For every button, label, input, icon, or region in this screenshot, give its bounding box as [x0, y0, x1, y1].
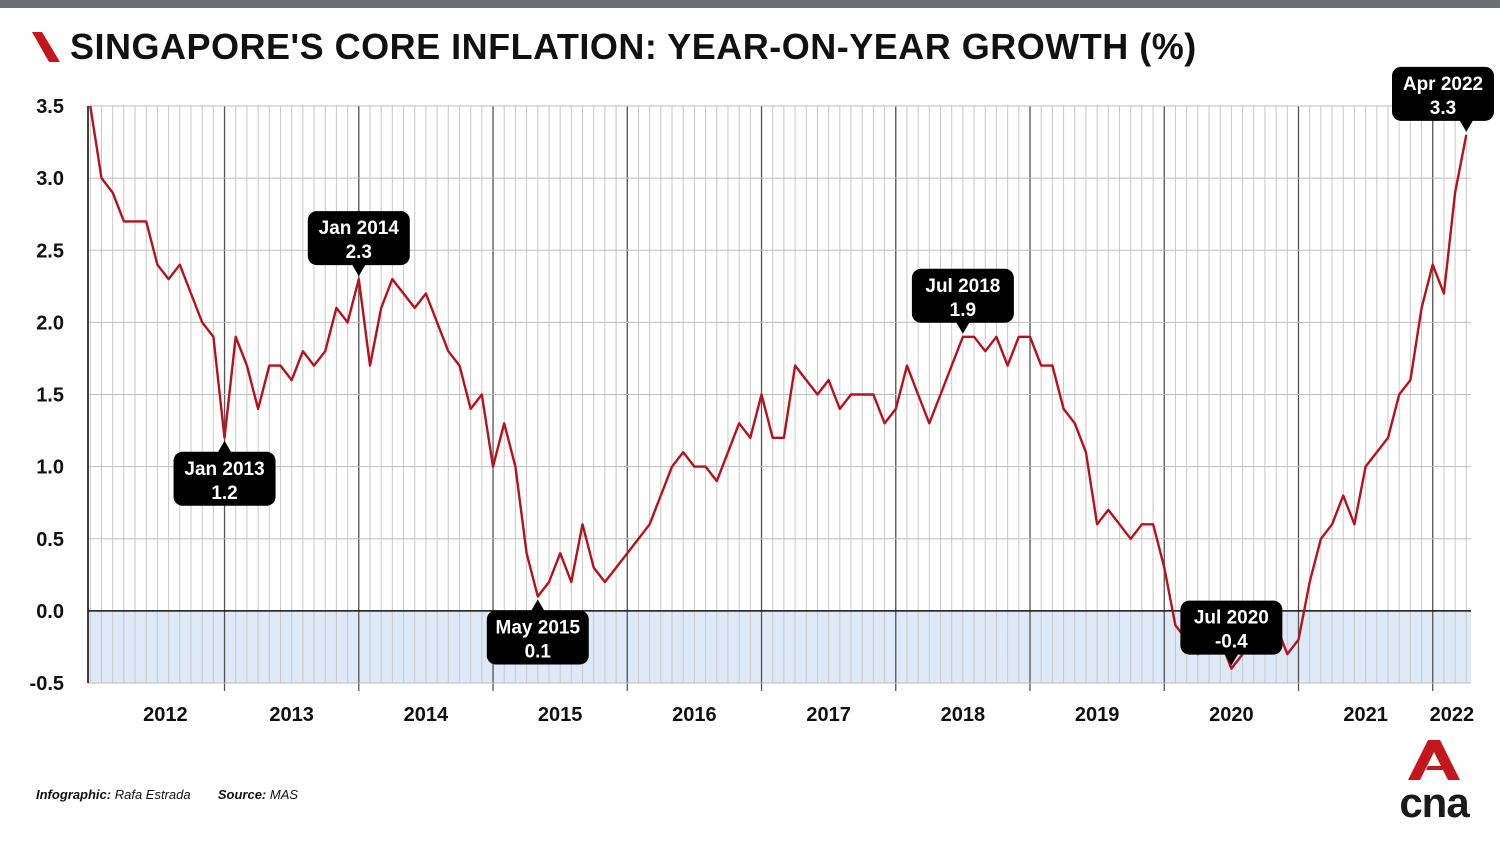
top-bar — [0, 0, 1500, 8]
annotation-callout: Jul 2018 1.9 — [911, 268, 1014, 334]
callout-box — [486, 610, 589, 665]
y-tick-label: 1.0 — [36, 457, 64, 479]
callout-value: 3.3 — [1430, 98, 1456, 119]
cna-logo: cna — [1398, 740, 1470, 830]
annotation-callout: Jul 2020 -0.4 — [1180, 600, 1283, 666]
y-tick-label: 2.0 — [36, 312, 64, 334]
cna-logo-mark-icon — [1408, 740, 1460, 780]
x-tick-label: 2022 — [1430, 704, 1475, 726]
source-label: Source: — [217, 787, 267, 802]
x-tick-label: 2013 — [269, 704, 314, 726]
callout-pointer — [1459, 119, 1474, 132]
credits: Infographic: Rafa Estrada Source: MAS — [36, 787, 298, 802]
x-tick-label: 2016 — [672, 704, 717, 726]
callout-date: Jul 2018 — [925, 276, 1000, 297]
callout-box — [1392, 66, 1494, 121]
callout-date: Apr 2022 — [1403, 74, 1483, 95]
callout-box — [173, 451, 276, 506]
callout-date: May 2015 — [496, 617, 581, 638]
annotation-callout: Jan 2013 1.2 — [173, 440, 276, 506]
callout-value: 0.1 — [525, 641, 552, 662]
y-tick-label: -0.5 — [30, 673, 64, 695]
chart-title: SINGAPORE'S CORE INFLATION: YEAR-ON-YEAR… — [70, 26, 1197, 67]
callout-pointer — [351, 264, 366, 277]
callout-value: 2.3 — [346, 242, 372, 263]
y-tick-label: 0.5 — [36, 529, 64, 551]
y-tick-label: 3.5 — [36, 96, 64, 118]
callout-pointer — [955, 321, 970, 334]
y-tick-label: 1.5 — [36, 385, 64, 407]
y-tick-label: 3.0 — [36, 168, 64, 190]
year-gridlines — [223, 106, 1434, 691]
cna-logo-text: cna — [1399, 779, 1469, 826]
x-tick-label: 2015 — [538, 704, 583, 726]
callout-box — [1180, 600, 1283, 655]
y-axis-ticks: -0.5 0.0 0.5 1.0 1.5 2.0 2.5 3.0 3.5 — [30, 96, 64, 695]
x-tick-label: 2014 — [404, 704, 449, 726]
callout-box — [911, 268, 1014, 323]
annotation-callouts: Jan 2013 1.2 Jan 2014 2.3 May 2015 0.1 Jul 201… — [173, 66, 1494, 666]
annotation-callout: Jan 2014 2.3 — [307, 211, 410, 277]
callout-pointer — [530, 599, 545, 612]
callout-value: 1.9 — [950, 300, 976, 321]
horizontal-gridlines — [88, 105, 1471, 684]
callout-pointer — [1224, 653, 1239, 666]
callout-date: Jan 2013 — [184, 459, 264, 480]
core-inflation-series-line — [89, 105, 1468, 670]
callout-box — [307, 211, 410, 266]
callout-value: 1.2 — [211, 483, 237, 504]
source-name: MAS — [269, 787, 299, 802]
annotation-callout: May 2015 0.1 — [486, 599, 589, 665]
callout-pointer — [217, 440, 232, 453]
infographic-label: Infographic: — [36, 787, 112, 802]
x-tick-label: 2012 — [143, 704, 188, 726]
x-axis-year-labels: 2012 2013 2014 2015 2016 2017 2018 2019 2020 2021… — [143, 704, 1474, 726]
title-slash-icon — [32, 32, 60, 62]
x-tick-label: 2020 — [1209, 704, 1254, 726]
callout-date: Jul 2020 — [1194, 608, 1269, 629]
y-tick-label: 0.0 — [36, 601, 64, 623]
y-tick-label: 2.5 — [36, 240, 64, 262]
infographic-author: Rafa Estrada — [114, 787, 191, 802]
x-tick-label: 2017 — [806, 704, 851, 726]
annotation-callout: Apr 2022 3.3 — [1392, 66, 1494, 132]
x-tick-label: 2021 — [1343, 704, 1388, 726]
x-tick-label: 2018 — [941, 704, 986, 726]
callout-value: -0.4 — [1215, 632, 1248, 653]
callout-date: Jan 2014 — [319, 218, 400, 239]
x-tick-label: 2019 — [1075, 704, 1120, 726]
